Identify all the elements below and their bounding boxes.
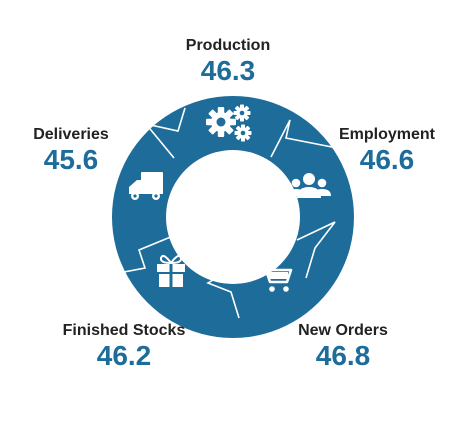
segment-label-employment: Employment 46.6 [312, 127, 462, 174]
segment-value: 46.8 [315, 340, 371, 371]
gears-icon [206, 104, 252, 142]
separator-employment-neworders [296, 221, 336, 279]
segment-name: Finished Stocks [62, 322, 186, 339]
delivery-truck-icon [129, 172, 163, 200]
segment-name: Production [185, 37, 271, 54]
segment-value: 46.6 [359, 144, 415, 175]
separator-finished-deliveries [123, 235, 174, 273]
segment-value: 45.6 [43, 144, 99, 175]
segment-name: Deliveries [33, 126, 109, 143]
people-group-icon [287, 173, 331, 198]
segment-label-deliveries: Deliveries 45.6 [6, 127, 136, 174]
gift-box-icon [157, 254, 185, 287]
separator-neworders-finished [206, 267, 240, 319]
shopping-cart-icon [256, 262, 293, 292]
separator-production-employment [270, 119, 338, 158]
segment-value: 46.2 [96, 340, 152, 371]
segment-label-finished-stocks: Finished Stocks 46.2 [40, 323, 208, 370]
segment-label-new-orders: New Orders 46.8 [268, 323, 418, 370]
segment-name: Employment [338, 126, 435, 143]
segment-value: 46.3 [200, 55, 256, 86]
separator-deliveries-production [143, 107, 186, 159]
segment-name: New Orders [298, 322, 388, 339]
segment-label-production: Production 46.3 [150, 38, 306, 85]
